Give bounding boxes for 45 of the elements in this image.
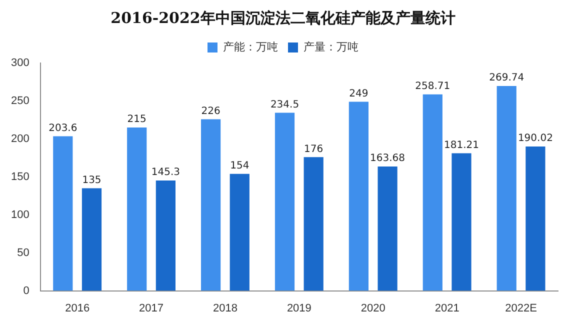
- bar: [348, 102, 369, 291]
- x-tick-label: 2020: [360, 302, 386, 314]
- x-tick-label: 2019: [286, 302, 312, 314]
- x-tick-label: 2022E: [505, 302, 537, 314]
- data-label: 215: [127, 114, 146, 126]
- data-label: 226: [201, 106, 220, 117]
- bar: [230, 174, 250, 291]
- y-tick-label: 250: [10, 95, 30, 107]
- bar: [82, 188, 102, 291]
- chart-title: 2016-2022年中国沉淀法二氧化硅产能及产量统计: [110, 8, 456, 27]
- y-tick-label: 150: [10, 170, 30, 183]
- data-label: 234.5: [270, 99, 300, 110]
- y-tick-label: 300: [10, 57, 30, 70]
- x-tick-label: 2018: [212, 302, 238, 314]
- bar: [378, 166, 398, 291]
- data-label: 154: [230, 160, 250, 172]
- bar: [452, 153, 472, 291]
- data-label: 249: [349, 88, 368, 100]
- legend-label: 产能：万吨: [223, 40, 278, 54]
- bar: [156, 180, 176, 291]
- y-tick-label: 50: [17, 246, 30, 259]
- bar: [201, 119, 221, 291]
- bar: [526, 146, 546, 291]
- legend-label: 产量：万吨: [304, 40, 358, 54]
- data-label: 269.74: [489, 72, 524, 84]
- x-tick-label: 2016: [65, 302, 90, 314]
- y-tick-label: 100: [10, 208, 30, 221]
- data-label: 258.71: [415, 80, 450, 92]
- y-tick-label: 0: [23, 284, 30, 297]
- data-label: 163.68: [370, 153, 406, 164]
- bar: [274, 112, 295, 291]
- bar: [304, 157, 324, 291]
- x-tick-label: 2021: [434, 302, 460, 314]
- x-tick-label: 2017: [139, 302, 164, 314]
- data-label: 181.21: [444, 140, 479, 151]
- data-label: 135: [82, 174, 102, 186]
- bar: [496, 86, 516, 291]
- data-label: 145.3: [151, 167, 180, 178]
- bar: [127, 128, 147, 291]
- bar: [53, 136, 73, 291]
- y-tick-label: 200: [10, 132, 30, 145]
- bar: [422, 94, 442, 291]
- data-label: 190.02: [518, 133, 553, 144]
- data-label: 176: [304, 144, 324, 155]
- data-label: 203.6: [48, 122, 78, 134]
